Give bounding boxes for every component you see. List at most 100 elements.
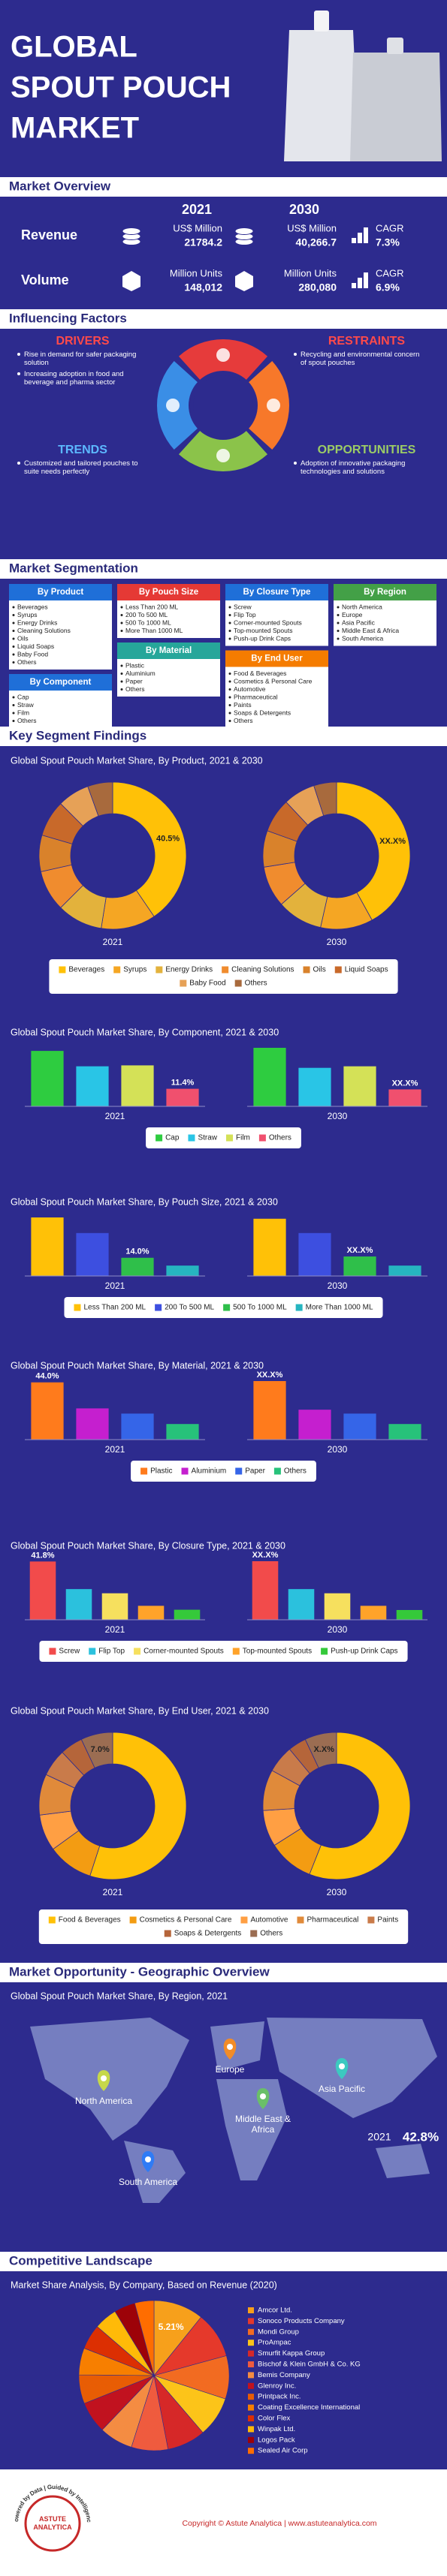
legend-label: Logos Pack (258, 2436, 295, 2444)
bullet (12, 630, 15, 632)
legend-swatch (59, 966, 66, 974)
bar (31, 1217, 64, 1276)
legend-label: Food & Beverages (59, 1916, 121, 1924)
bullet (294, 462, 297, 465)
region-label: South America (119, 2177, 177, 2187)
cagr-icon (352, 238, 356, 243)
donut-slice (336, 781, 411, 921)
data-label: 41.8% (31, 1551, 54, 1560)
section-heading: Key Segment Findings (9, 728, 146, 742)
legend-swatch (248, 2382, 254, 2389)
factor-title: DRIVERS (56, 335, 109, 348)
text-line: Africa (252, 2124, 275, 2135)
continent (210, 2021, 264, 2072)
year-label: 2021 (105, 1444, 125, 1455)
legend-label: Liquid Soaps (345, 966, 388, 974)
factor-title: OPPORTUNITIES (318, 444, 416, 456)
legend: Beverages Syrups Energy Drinks Cleaning Sol… (49, 959, 398, 994)
copyright: Copyright © Astute Analytica | www.astut… (182, 2519, 376, 2528)
bullet (17, 462, 20, 465)
bar (31, 1051, 64, 1106)
donut-slice (313, 781, 337, 817)
bar (388, 1424, 421, 1440)
region-label: Middle East & Africa (235, 2114, 291, 2135)
text-line: Asia Pacific (319, 2084, 365, 2094)
logo-ring (24, 2495, 81, 2552)
legend-swatch (248, 2404, 254, 2411)
bullet (12, 661, 15, 664)
data-label: 40.5% (156, 834, 180, 843)
bar (65, 1589, 92, 1620)
bullet (228, 696, 231, 699)
segment-item: 200 To 500 ML (125, 611, 168, 618)
bullet (12, 712, 15, 715)
legend-label: Straw (198, 1134, 217, 1142)
bar (101, 1593, 128, 1620)
legend-label: Sonoco Products Company (258, 2317, 345, 2325)
cagr-value: 6.9% (376, 281, 400, 293)
segment-item: Cap (17, 693, 29, 700)
segment-header (9, 674, 112, 691)
segment-header (334, 584, 436, 600)
legend-swatch (180, 980, 187, 987)
bullet (228, 630, 231, 632)
continent (267, 2018, 437, 2118)
legend-label: Others (269, 1134, 291, 1142)
region-label: Europe (216, 2064, 245, 2075)
bullet (17, 372, 20, 375)
region-share: 42.8% (403, 2129, 439, 2144)
chart-title: Global Spout Pouch Market Share, By Mate… (11, 1360, 264, 1371)
bar (121, 1413, 154, 1440)
bullet (228, 621, 231, 624)
legend-swatch (248, 2340, 254, 2346)
bar (76, 1232, 109, 1276)
legend-label: Aluminium (192, 1467, 227, 1476)
year-label: 2021 (103, 937, 123, 947)
segment-item: Middle East & Africa (342, 627, 399, 634)
segment-title: By Region (364, 588, 406, 597)
factor-item: Recycling and environmental concern of sp… (301, 351, 419, 367)
bar (137, 1605, 165, 1620)
donut-slice (87, 781, 113, 817)
year-label: 2030 (327, 937, 347, 947)
legend-swatch (74, 1304, 81, 1311)
legend-label: Push-up Drink Caps (331, 1648, 397, 1656)
bullet (120, 630, 123, 632)
bar (343, 1413, 376, 1440)
bar (388, 1089, 421, 1106)
year-label: 2030 (328, 1624, 348, 1635)
segment-item: Liquid Soaps (17, 642, 54, 650)
legend-box (146, 1127, 301, 1148)
footer (0, 2469, 447, 2576)
bar (298, 1067, 331, 1106)
segment-list (334, 600, 436, 646)
chart-title: Market Share Analysis, By Company, Based… (11, 2280, 277, 2290)
bullet (120, 688, 123, 691)
data-label: 11.4% (171, 1079, 195, 1088)
legend-swatch (273, 1467, 281, 1475)
donut-slice (309, 1732, 411, 1880)
legend-box (38, 1909, 409, 1944)
legend-swatch (248, 2415, 254, 2421)
map-pin-dot (145, 2156, 151, 2162)
value: 21784.2 (184, 236, 222, 248)
legend-label: Syrups (123, 966, 146, 974)
legend-swatch (248, 2426, 254, 2433)
data-label: 44.0% (35, 1372, 59, 1381)
section-band (0, 2252, 447, 2271)
segment-header (225, 650, 328, 667)
legend-swatch (334, 966, 342, 974)
section-band (0, 1963, 447, 1982)
section-heading: Influencing Factors (9, 311, 127, 325)
value: 280,080 (298, 281, 337, 293)
factor-item: Adoption of innovative packaging technolo… (301, 459, 405, 476)
text-line: suite needs perfectly (24, 468, 89, 476)
segment-list (9, 691, 112, 728)
chart-title: Global Spout Pouch Market Share, By Regi… (11, 1991, 228, 2001)
cagr-label: CAGR (376, 267, 404, 278)
section-heading: Competitive Landscape (9, 2253, 153, 2268)
map-pin-dot (101, 2075, 107, 2081)
bar (324, 1593, 351, 1620)
legend-label: Bemis Company (258, 2371, 310, 2379)
segment-item: Less Than 200 ML (125, 603, 179, 610)
